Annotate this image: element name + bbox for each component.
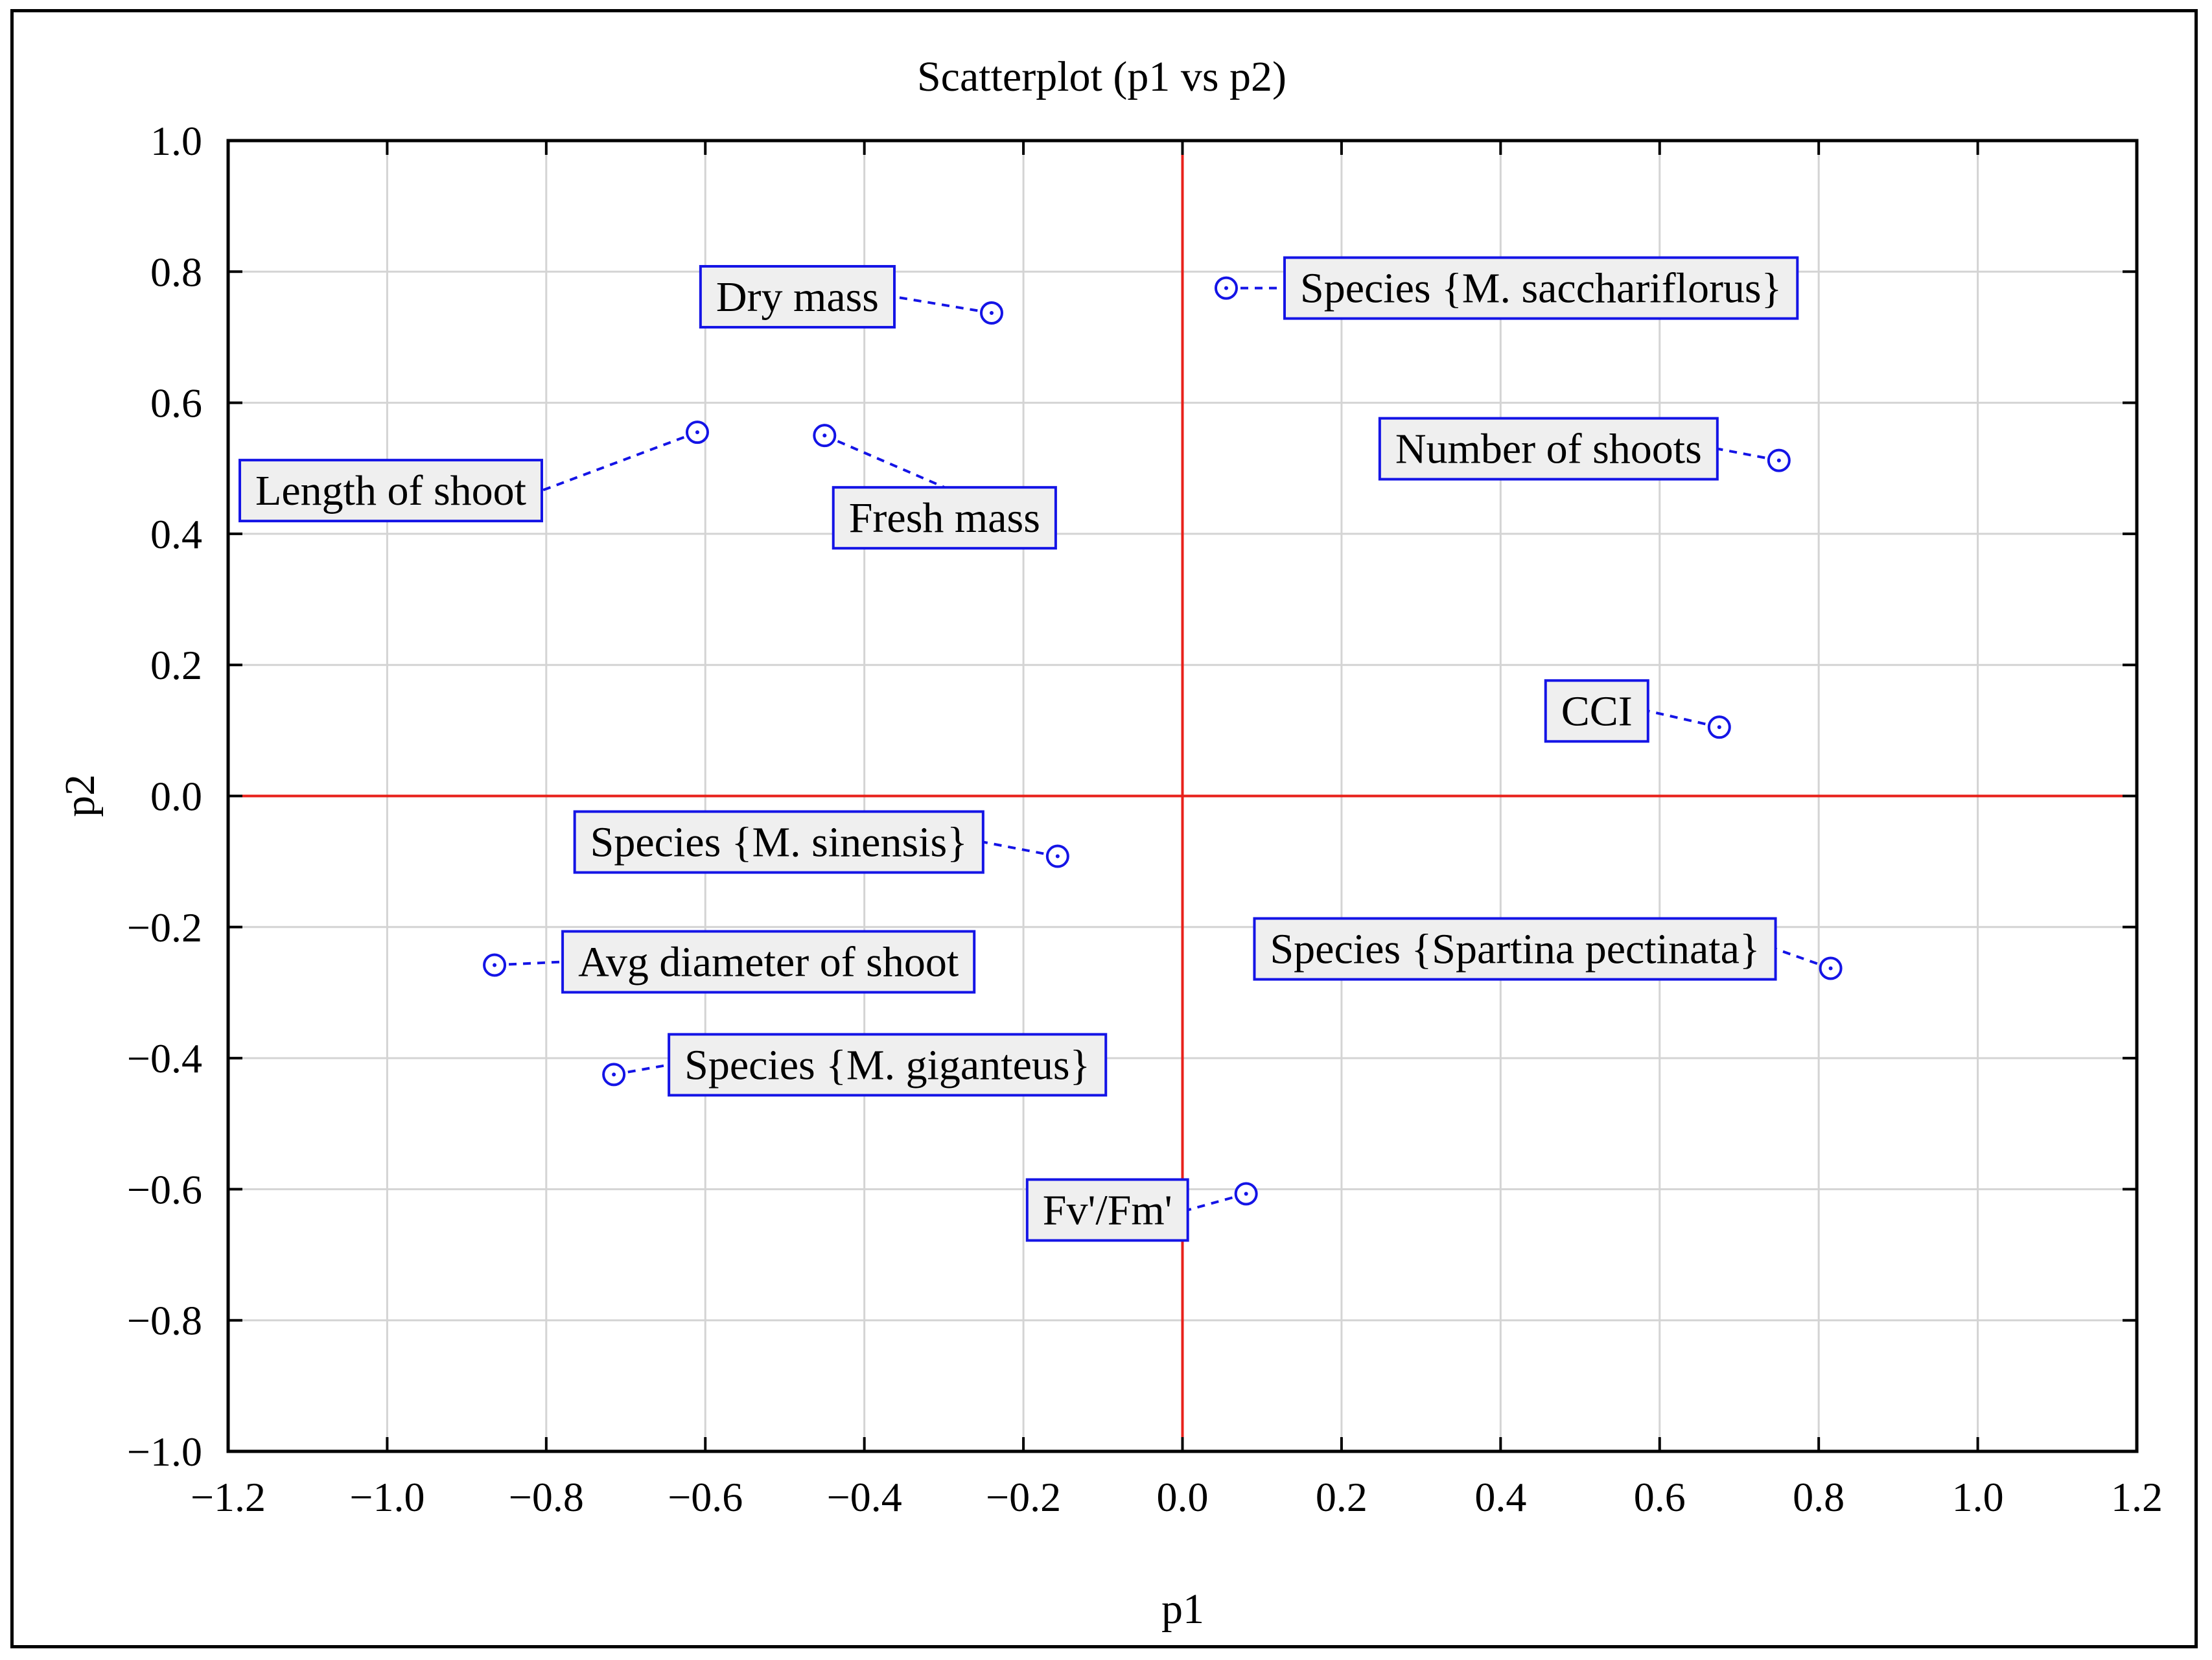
label-leader-line [824, 434, 946, 489]
y-tick-label: 0.4 [150, 511, 202, 557]
point-label: Length of shoot [255, 467, 526, 514]
label-box [573, 810, 984, 874]
y-tick-label: −0.6 [127, 1166, 202, 1212]
x-tick-label: 0.8 [1793, 1474, 1845, 1520]
x-tick-label: −0.6 [668, 1474, 743, 1520]
data-point-center [1224, 286, 1228, 290]
point-label: CCI [1561, 687, 1633, 735]
label-leader-line [1717, 447, 1780, 462]
x-tick-label: −1.2 [191, 1474, 266, 1520]
point-label: Species {M. sacchariflorus} [1300, 265, 1782, 312]
y-tick-label: −1.0 [127, 1429, 202, 1475]
label-leader-line [1647, 709, 1720, 729]
data-point [602, 1063, 626, 1087]
data-point [685, 421, 709, 444]
point-label: Fv'/Fm' [1043, 1186, 1172, 1234]
y-tick-label: −0.2 [127, 905, 202, 951]
data-points [483, 276, 1843, 1206]
reference-lines [228, 141, 2137, 1451]
axis-ticks: −1.2 −1.0 −0.8 −0.6 −0.4 −0.2 0.0 0.2 0.4 0.6 0.8 1… [127, 118, 2163, 1520]
label-leader-line [1187, 1192, 1247, 1212]
label-box [699, 265, 896, 329]
data-point [1819, 956, 1843, 980]
data-point [813, 424, 837, 448]
point-label: Species {M. sinensis} [590, 819, 968, 866]
data-point [1767, 448, 1791, 472]
label-leader-line [1775, 947, 1832, 970]
x-tick-label: 1.2 [2111, 1474, 2163, 1520]
label-leader-line [494, 960, 563, 967]
x-tick-label: −1.0 [349, 1474, 425, 1520]
data-point-center [990, 311, 994, 316]
chart-title: Scatterplot (p1 vs p2) [917, 53, 1286, 100]
point-label: Dry mass [716, 273, 879, 321]
label-box [1544, 679, 1649, 743]
x-tick-label: 0.2 [1316, 1474, 1368, 1520]
data-point [1045, 844, 1069, 868]
y-tick-label: 0.6 [150, 380, 202, 426]
label-leader-line [541, 431, 698, 492]
x-tick-label: −0.2 [986, 1474, 1061, 1520]
data-point [980, 301, 1003, 325]
data-point-center [1776, 458, 1781, 463]
x-tick-label: 1.0 [1952, 1474, 2004, 1520]
label-leader-line [983, 840, 1058, 858]
data-point-center [1055, 854, 1060, 859]
data-point-center [822, 433, 827, 438]
label-box [668, 1033, 1108, 1097]
point-label: Species {M. giganteus} [684, 1041, 1090, 1089]
y-tick-label: 0.0 [150, 774, 202, 820]
label-box [1378, 417, 1719, 481]
label-box [1025, 1178, 1189, 1242]
label-box [832, 486, 1057, 550]
x-axis-label: p1 [1161, 1585, 1204, 1633]
data-point-center [1828, 966, 1833, 971]
data-point-center [493, 963, 497, 967]
figure-frame [10, 9, 2198, 1648]
x-tick-label: 0.6 [1634, 1474, 1686, 1520]
label-leader-line [894, 295, 992, 314]
label-leader-line [613, 1063, 669, 1076]
data-point-center [612, 1072, 616, 1077]
data-point-center [695, 430, 699, 435]
label-box [561, 930, 976, 994]
data-point [483, 953, 507, 977]
label-box [1253, 917, 1777, 981]
label-box [1283, 256, 1799, 320]
y-tick-label: 1.0 [150, 118, 202, 164]
point-label: Avg diameter of shoot [578, 938, 959, 986]
y-axis-label: p2 [56, 774, 104, 817]
data-point-center [1244, 1192, 1248, 1196]
y-tick-label: −0.8 [127, 1298, 202, 1344]
y-tick-label: 0.2 [150, 642, 202, 688]
data-point [1707, 715, 1731, 739]
data-point-center [1717, 725, 1721, 730]
label-leaders [494, 286, 1832, 1212]
x-tick-label: −0.8 [509, 1474, 584, 1520]
point-labels: Dry mass Species {M. sacchariflorus} Lengt… [239, 256, 1799, 1242]
x-tick-label: −0.4 [827, 1474, 902, 1520]
data-point [1234, 1182, 1258, 1206]
point-label: Fresh mass [849, 494, 1040, 542]
y-tick-label: 0.8 [150, 249, 202, 295]
point-label: Species {Spartina pectinata} [1270, 926, 1760, 973]
point-label: Number of shoots [1395, 426, 1702, 473]
label-box [239, 459, 543, 523]
y-tick-label: −0.4 [127, 1035, 202, 1081]
data-point [1214, 276, 1238, 300]
x-tick-label: 0.0 [1157, 1474, 1209, 1520]
x-tick-label: 0.4 [1474, 1474, 1526, 1520]
